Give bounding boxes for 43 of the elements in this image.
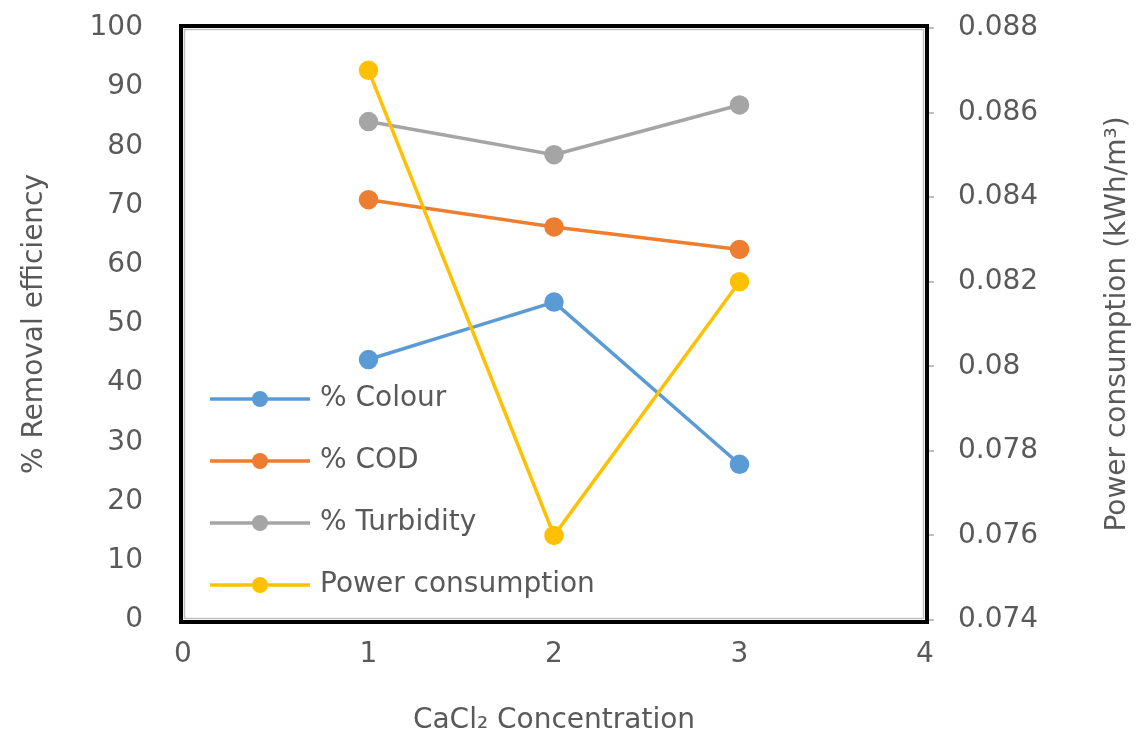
point — [544, 217, 564, 237]
y-tick-label: 0 — [125, 601, 143, 635]
point — [729, 271, 750, 292]
y2-tick-label: 0.082 — [958, 263, 1039, 296]
y-tick-label: 30 — [107, 423, 143, 457]
y-tick-label: 80 — [107, 127, 143, 161]
y-tick-label: 20 — [107, 482, 143, 516]
x-tick-label: 3 — [730, 636, 749, 670]
point — [358, 189, 379, 210]
point — [544, 292, 564, 312]
legend-label: Power consumption — [320, 566, 595, 600]
y2-tick-label: 0.084 — [958, 178, 1039, 212]
y-tick-label: 60 — [107, 246, 143, 280]
point — [544, 144, 564, 165]
x-axis-title: CaCl₂ Concentration — [412, 702, 696, 736]
y-tick-label: 50 — [107, 305, 143, 339]
y-axis-title: % Removal efficiency — [16, 173, 50, 475]
y-tick-label: 70 — [107, 186, 143, 220]
point — [729, 95, 750, 115]
y2-tick-label: 0.088 — [958, 9, 1039, 43]
point — [729, 239, 750, 260]
point — [729, 454, 750, 475]
y2-tick-label: 0.086 — [958, 93, 1039, 127]
y2-tick-label: 0.08 — [958, 347, 1021, 381]
y2-tick-label: 0.078 — [958, 432, 1039, 466]
x-tick-label: 4 — [916, 636, 934, 670]
legend-label: % Turbidity — [320, 504, 477, 538]
point — [544, 525, 564, 546]
y-tick-label: 100 — [89, 9, 143, 43]
y-tick-label: 90 — [107, 68, 143, 102]
y2-tick-label: 0.076 — [958, 516, 1039, 550]
y-tick-label: 10 — [107, 542, 143, 576]
y-tick-label: 40 — [107, 364, 143, 398]
point — [358, 60, 379, 81]
y2-axis-title: Power consumption (kWh/m³) — [1099, 116, 1133, 532]
y2-tick-label: 0.074 — [958, 601, 1039, 635]
x-tick-label: 2 — [545, 636, 563, 670]
x-tick-label: 0 — [174, 636, 192, 670]
x-tick-label: 1 — [359, 636, 378, 670]
legend-label: % COD — [320, 442, 419, 476]
legend-label: % Colour — [320, 380, 447, 414]
point — [358, 349, 379, 370]
point — [358, 111, 379, 132]
